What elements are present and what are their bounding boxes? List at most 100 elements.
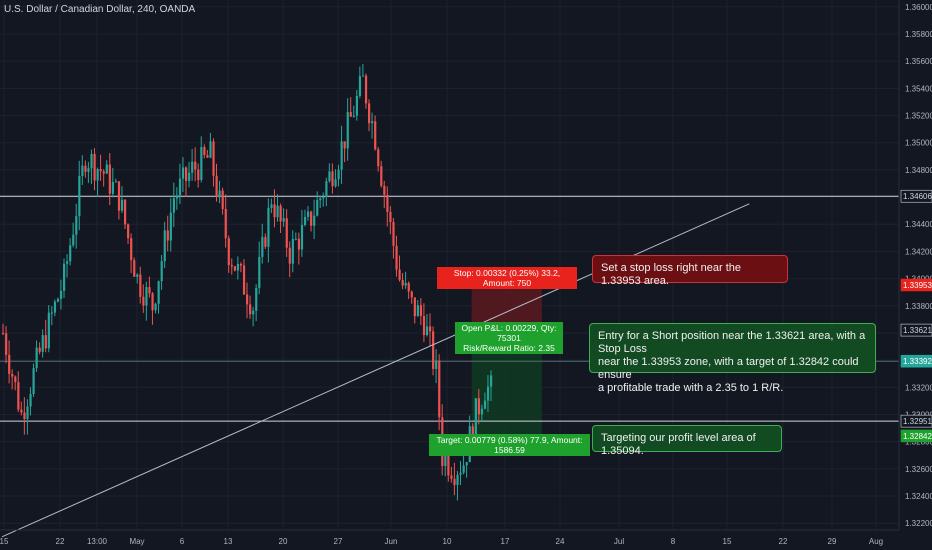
- x-tick-label: 15: [0, 537, 9, 546]
- candle-body: [166, 230, 169, 241]
- candle-body: [133, 260, 136, 277]
- candle-body: [270, 204, 273, 208]
- candle-body: [41, 335, 44, 352]
- candle-body: [444, 455, 447, 467]
- candle-body: [279, 205, 282, 222]
- candle-body: [75, 216, 78, 235]
- x-tick-label: 20: [279, 537, 288, 546]
- candle-body: [96, 169, 99, 181]
- candle-body: [154, 303, 157, 311]
- candle-body: [294, 238, 297, 240]
- candle-body: [419, 305, 423, 317]
- candle-body: [172, 198, 175, 213]
- candle-body: [319, 198, 322, 201]
- candle-body: [93, 153, 96, 181]
- candle-body: [337, 169, 340, 180]
- candle-body: [343, 141, 346, 149]
- y-tick-label: 1.34200: [905, 247, 932, 256]
- candle-body: [422, 316, 426, 336]
- candle-body: [264, 236, 267, 247]
- y-tick-label: 1.35800: [905, 30, 932, 39]
- candle-body: [59, 290, 63, 299]
- candle-body: [102, 171, 105, 174]
- price-label: 1.33392: [903, 357, 932, 366]
- candle-body: [392, 222, 395, 246]
- candle-body: [224, 208, 227, 239]
- y-tick-label: 1.32600: [905, 465, 932, 474]
- candle-body: [50, 312, 53, 314]
- entry-note: Entry for a Short position near the 1.33…: [589, 323, 876, 394]
- price-label-box: [900, 414, 932, 428]
- candle-body: [416, 305, 419, 317]
- candle-body: [462, 465, 465, 473]
- x-tick-label: 22: [779, 537, 788, 546]
- candle-body: [78, 175, 81, 217]
- candle-body: [282, 218, 285, 222]
- candle-body: [331, 171, 334, 187]
- candle-body: [20, 409, 23, 413]
- candle-body: [364, 75, 368, 104]
- y-tick-label: 1.35000: [905, 139, 932, 148]
- candle-body: [99, 169, 102, 172]
- candle-body: [111, 182, 114, 194]
- price-label: 1.33621: [903, 326, 932, 335]
- candle-body: [105, 164, 108, 174]
- candle-body: [346, 112, 349, 149]
- candle-body: [456, 474, 459, 486]
- candle-body: [389, 211, 392, 223]
- candle-body: [230, 264, 233, 267]
- candle-body: [340, 141, 343, 170]
- candle-body: [395, 245, 398, 270]
- candle-body: [29, 394, 32, 407]
- candle-body: [267, 207, 270, 247]
- candle-body: [2, 332, 5, 334]
- candle-body: [8, 354, 11, 374]
- candle-body: [352, 115, 355, 117]
- candle-body: [191, 161, 194, 173]
- stop-loss-note: Set a stop loss right near the 1.33953 a…: [592, 255, 788, 287]
- y-tick-label: 1.36000: [905, 3, 932, 12]
- x-tick-label: 17: [501, 537, 510, 546]
- price-label: 1.32842: [903, 432, 932, 441]
- candle-body: [447, 455, 450, 476]
- candle-body: [273, 204, 276, 218]
- y-tick-label: 1.32200: [905, 519, 932, 528]
- candle-body: [383, 185, 386, 195]
- candle-body: [425, 326, 429, 336]
- candle-body: [90, 153, 93, 169]
- candle-body: [38, 347, 41, 352]
- candle-body: [53, 301, 57, 313]
- candle-body: [160, 261, 163, 282]
- x-tick-label: 13:00: [87, 537, 108, 546]
- candle-body: [297, 238, 301, 250]
- candle-body: [450, 475, 453, 479]
- candle-body: [465, 462, 468, 466]
- candle-body: [483, 400, 487, 409]
- candle-body: [276, 205, 279, 218]
- candle-body: [349, 112, 352, 117]
- candle-body: [175, 195, 179, 199]
- candle-body: [44, 335, 47, 349]
- x-tick-label: 13: [224, 537, 233, 546]
- candle-body: [163, 230, 166, 262]
- candle-body: [316, 200, 319, 216]
- candle-body: [194, 161, 197, 170]
- candle-body: [17, 382, 20, 410]
- candle-body: [239, 263, 243, 266]
- candle-body: [236, 263, 240, 271]
- open-pnl-tag: Open P&L: 0.00229, Qty: 75301 Risk/Rewar…: [455, 322, 563, 354]
- candle-body: [453, 478, 456, 486]
- candle-body: [300, 225, 304, 250]
- candle-body: [242, 265, 246, 295]
- candle-body: [185, 167, 188, 181]
- price-axis[interactable]: [899, 0, 932, 550]
- candle-body: [380, 166, 383, 186]
- candle-body: [374, 121, 377, 150]
- candle-body: [124, 199, 127, 225]
- candle-body: [386, 194, 389, 212]
- candle-body: [401, 279, 404, 286]
- candle-body: [72, 234, 75, 246]
- candle-body: [81, 165, 84, 176]
- candle-body: [398, 269, 401, 280]
- x-tick-label: Jun: [385, 537, 398, 546]
